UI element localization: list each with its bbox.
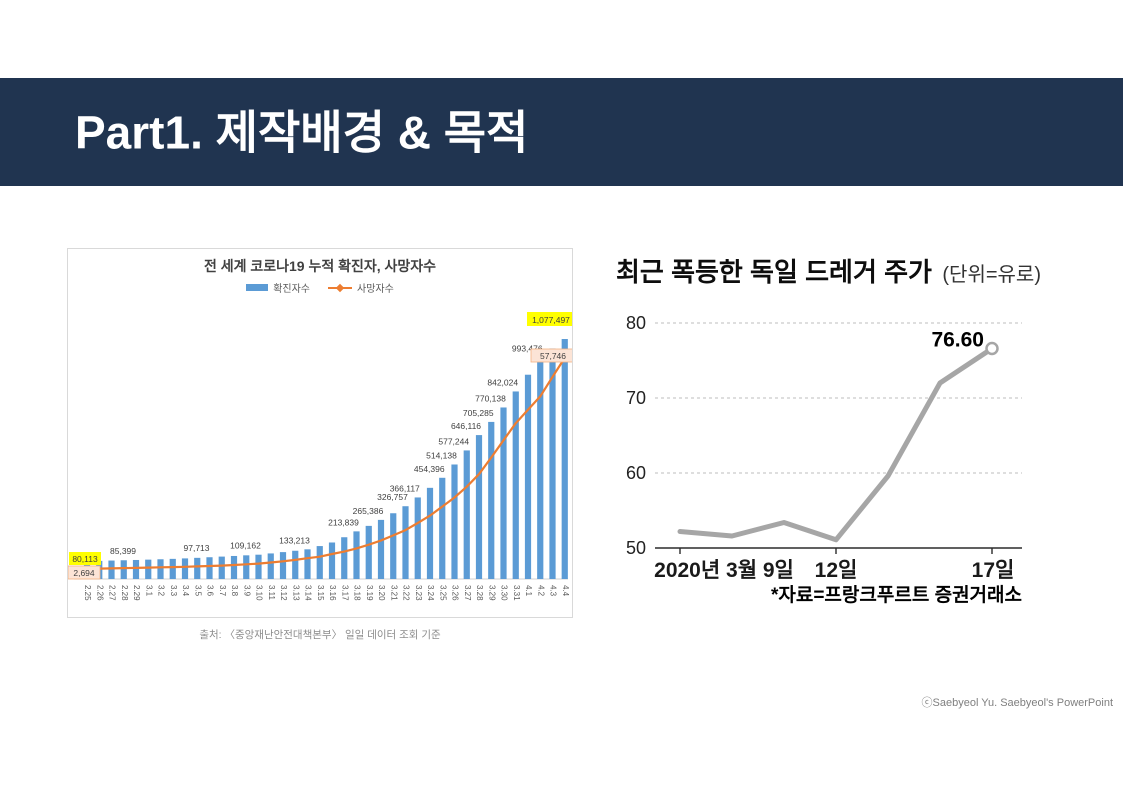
covid-chart: 전 세계 코로나19 누적 확진자, 사망자수 확진자수 사망자수 2.25 2.…: [67, 248, 573, 618]
svg-text:993,476: 993,476: [512, 344, 543, 354]
svg-text:3.22: 3.22: [402, 585, 411, 601]
svg-text:514,138: 514,138: [426, 450, 457, 460]
svg-text:3.27: 3.27: [463, 585, 472, 601]
svg-text:2,694: 2,694: [73, 568, 95, 578]
header-band: Part1. 제작배경 & 목적: [0, 78, 1123, 186]
svg-text:3.15: 3.15: [316, 585, 325, 601]
svg-text:3.24: 3.24: [426, 585, 435, 601]
svg-text:2.26: 2.26: [95, 585, 104, 601]
svg-text:3.9: 3.9: [242, 585, 251, 597]
svg-text:3.6: 3.6: [206, 585, 215, 597]
svg-text:70: 70: [626, 388, 646, 408]
svg-text:3.23: 3.23: [414, 585, 423, 601]
svg-text:2.29: 2.29: [132, 585, 141, 601]
svg-text:454,396: 454,396: [414, 464, 445, 474]
legend-item-confirmed: 확진자수: [246, 280, 310, 295]
svg-text:2.28: 2.28: [120, 585, 129, 601]
drager-title-text: 최근 폭등한 독일 드레거 주가: [616, 257, 932, 287]
svg-text:3.20: 3.20: [377, 585, 386, 601]
svg-text:705,285: 705,285: [463, 408, 494, 418]
svg-text:3.18: 3.18: [353, 585, 362, 601]
svg-text:3.29: 3.29: [487, 585, 496, 601]
legend-label-deaths: 사망자수: [357, 284, 394, 295]
svg-text:57,746: 57,746: [540, 351, 566, 361]
covid-chart-title: 전 세계 코로나19 누적 확진자, 사망자수: [203, 258, 437, 274]
svg-text:3.30: 3.30: [500, 585, 509, 601]
svg-text:577,244: 577,244: [438, 436, 469, 446]
svg-text:76.60: 76.60: [931, 329, 984, 352]
svg-text:646,116: 646,116: [451, 421, 481, 431]
svg-text:3.28: 3.28: [475, 585, 484, 601]
svg-text:17일: 17일: [972, 559, 1015, 582]
svg-text:4.3: 4.3: [549, 585, 558, 597]
legend-item-deaths: 사망자수: [328, 280, 394, 295]
svg-text:3.21: 3.21: [389, 585, 398, 601]
svg-text:842,024: 842,024: [487, 377, 518, 387]
svg-text:109,162: 109,162: [230, 541, 261, 551]
svg-text:80,113: 80,113: [72, 554, 98, 564]
svg-text:3.8: 3.8: [230, 585, 239, 597]
slide-title: Part1. 제작배경 & 목적: [75, 106, 529, 159]
svg-text:3.5: 3.5: [193, 585, 202, 597]
svg-text:366,117: 366,117: [390, 483, 420, 493]
svg-text:265,386: 265,386: [353, 506, 384, 516]
svg-text:3.25: 3.25: [438, 585, 447, 601]
svg-text:60: 60: [626, 463, 646, 483]
svg-text:3.4: 3.4: [181, 585, 190, 597]
svg-text:133,213: 133,213: [279, 535, 310, 545]
svg-text:1,077,497: 1,077,497: [532, 315, 570, 325]
drager-chart-canvas: 80 70 60 50 76.60 2020년 3월 9일 12일 17일*자료=프랑크푸르트…: [626, 313, 1022, 606]
svg-text:3.17: 3.17: [340, 585, 349, 601]
drager-chart-title: 최근 폭등한 독일 드레거 주가 (단위=유로): [616, 252, 1041, 289]
svg-text:4.2: 4.2: [536, 585, 545, 597]
covid-chart-legend: 확진자수 사망자수: [68, 280, 572, 295]
svg-text:3.31: 3.31: [512, 585, 521, 601]
svg-text:3.2: 3.2: [157, 585, 166, 597]
line-swatch-icon: [328, 283, 352, 292]
covid-chart-source: 출처: 〈중앙재난안전대책본부〉 일일 데이터 조회 기준: [199, 629, 441, 641]
covid-chart-canvas: 2.25 2.26 2.27 2.28 2.29 3.1 3.2 3.3 3.4 3.5 3.6 3.…: [68, 312, 572, 601]
svg-text:3.3: 3.3: [169, 585, 178, 597]
svg-text:2020년 3월 9일: 2020년 3월 9일: [654, 559, 794, 582]
svg-text:2.27: 2.27: [108, 585, 117, 601]
credit-footer: ⓒSaebyeol Yu. Saebyeol's PowerPoint: [921, 697, 1113, 709]
svg-text:50: 50: [626, 538, 646, 558]
svg-text:4.4: 4.4: [561, 585, 570, 597]
svg-text:3.14: 3.14: [304, 585, 313, 601]
legend-label-confirmed: 확진자수: [273, 284, 310, 295]
svg-text:213,839: 213,839: [328, 517, 359, 527]
svg-text:85,399: 85,399: [110, 546, 136, 556]
svg-text:3.1: 3.1: [144, 585, 153, 597]
svg-text:770,138: 770,138: [475, 393, 506, 403]
svg-text:2.25: 2.25: [83, 585, 92, 601]
svg-text:326,757: 326,757: [377, 492, 408, 502]
svg-text:4.1: 4.1: [524, 585, 533, 597]
svg-text:97,713: 97,713: [184, 543, 210, 553]
svg-text:3.11: 3.11: [267, 585, 276, 601]
svg-text:80: 80: [626, 313, 646, 333]
svg-text:3.26: 3.26: [451, 585, 460, 601]
svg-text:3.13: 3.13: [291, 585, 300, 601]
svg-text:*자료=프랑크푸르트 증권거래소: *자료=프랑크푸르트 증권거래소: [771, 584, 1022, 606]
bar-swatch-icon: [246, 284, 269, 291]
svg-text:3.19: 3.19: [365, 585, 374, 601]
svg-text:3.10: 3.10: [255, 585, 264, 601]
svg-text:3.7: 3.7: [218, 585, 227, 597]
svg-text:3.16: 3.16: [328, 585, 337, 601]
svg-text:12일: 12일: [815, 559, 858, 582]
svg-text:3.12: 3.12: [279, 585, 288, 601]
drager-title-unit: (단위=유로): [942, 264, 1041, 286]
